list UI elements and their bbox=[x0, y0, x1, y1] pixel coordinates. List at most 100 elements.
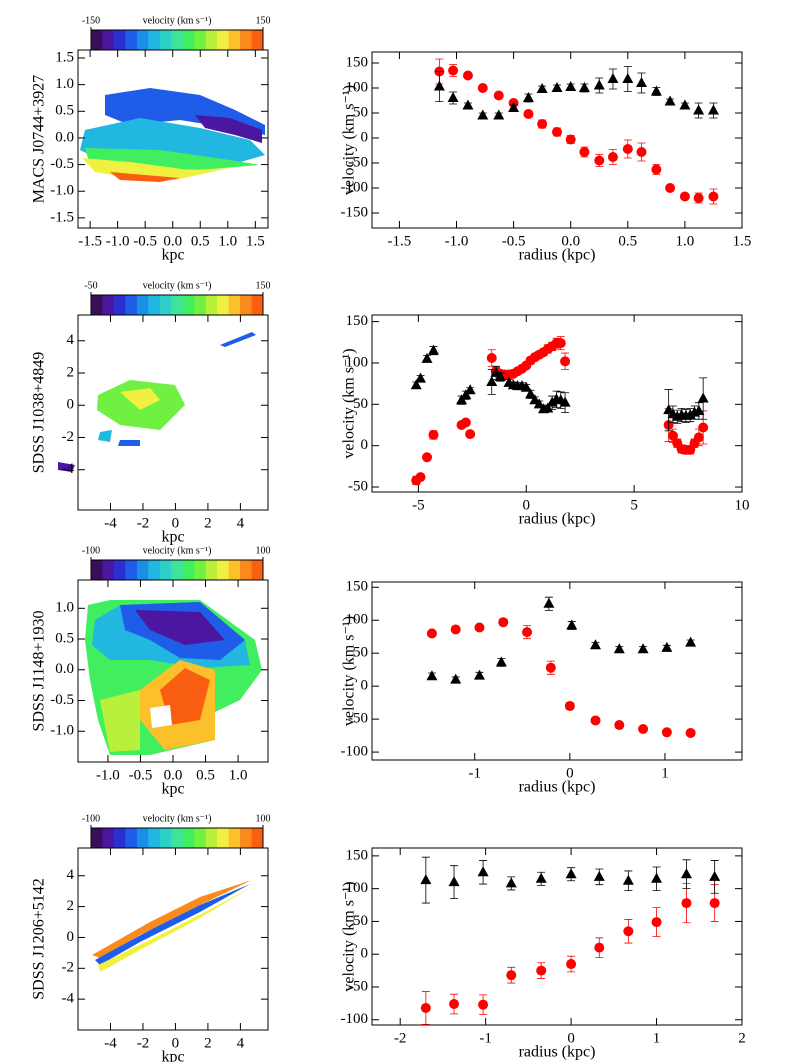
colorbar-swatch bbox=[136, 295, 149, 315]
triangle-marker bbox=[410, 379, 422, 390]
triangle-marker bbox=[462, 99, 474, 110]
velocity-region bbox=[195, 115, 262, 143]
colorbar-swatch bbox=[136, 560, 149, 580]
triangle-marker bbox=[522, 92, 534, 102]
triangle-marker bbox=[565, 81, 577, 91]
colorbar-tick-label: -100 bbox=[82, 813, 100, 824]
circle-marker bbox=[536, 965, 547, 976]
circle-marker bbox=[590, 715, 601, 726]
velocity-region bbox=[160, 668, 210, 725]
velocity-region bbox=[150, 705, 172, 728]
x-tick-label: 0.0 bbox=[164, 767, 183, 783]
colorbar-swatch bbox=[91, 560, 103, 580]
circle-marker bbox=[667, 430, 678, 441]
triangle-marker bbox=[473, 669, 485, 680]
colorbar-swatch bbox=[251, 30, 264, 50]
y-tick-label: 50 bbox=[353, 645, 368, 661]
colorbar-swatch bbox=[251, 560, 264, 580]
circle-marker bbox=[622, 144, 633, 154]
colorbar-swatch bbox=[194, 560, 207, 580]
x-tick-label: 1.5 bbox=[246, 233, 265, 249]
colorbar-swatch bbox=[228, 560, 241, 580]
circle-marker bbox=[486, 353, 497, 364]
x-tick-label: 1 bbox=[653, 1030, 661, 1046]
y-tick-label: 1.0 bbox=[55, 600, 74, 616]
colorbar-swatch bbox=[113, 560, 126, 580]
y-tick-label: -150 bbox=[341, 204, 369, 220]
triangle-marker bbox=[613, 643, 625, 654]
velocity-region bbox=[110, 172, 180, 182]
colorbar-label: velocity (km s⁻¹) bbox=[143, 813, 212, 824]
colorbar-swatch bbox=[159, 828, 172, 848]
circle-marker bbox=[679, 191, 690, 202]
x-axis-label: kpc bbox=[161, 529, 184, 546]
x-tick-label: 1.0 bbox=[218, 233, 237, 249]
x-tick-label: 4 bbox=[237, 515, 245, 531]
x-tick-label: 2 bbox=[204, 515, 212, 531]
colorbar-swatch bbox=[148, 295, 161, 315]
triangle-marker bbox=[505, 877, 517, 888]
colorbar-swatch bbox=[102, 30, 115, 50]
colorbar-swatch bbox=[228, 828, 241, 848]
colorbar-label: velocity (km s⁻¹) bbox=[143, 280, 212, 291]
circle-marker bbox=[450, 624, 461, 635]
colorbar-swatch bbox=[217, 30, 230, 50]
colorbar-swatch bbox=[102, 828, 115, 848]
triangle-marker bbox=[421, 352, 433, 363]
colorbar-swatch bbox=[136, 30, 149, 50]
triangle-marker bbox=[679, 99, 691, 110]
velocity-region bbox=[118, 440, 140, 446]
colorbar-swatch bbox=[113, 828, 126, 848]
colorbar-swatch bbox=[205, 295, 218, 315]
x-tick-label: -0.5 bbox=[502, 233, 526, 249]
circle-marker bbox=[636, 147, 647, 157]
colorbar-swatch bbox=[251, 295, 264, 315]
circle-marker bbox=[422, 452, 433, 463]
colorbar-swatch bbox=[205, 30, 218, 50]
colorbar-swatch bbox=[148, 828, 161, 848]
colorbar-swatch bbox=[171, 828, 184, 848]
plot-frame bbox=[371, 581, 743, 761]
circle-marker bbox=[651, 164, 662, 175]
y-tick-label: -50 bbox=[348, 711, 368, 727]
circle-marker bbox=[555, 338, 566, 349]
triangle-marker bbox=[680, 868, 692, 879]
triangle-marker bbox=[593, 79, 605, 90]
y-tick-label: 50 bbox=[353, 913, 368, 929]
x-tick-label: 0.5 bbox=[618, 233, 637, 249]
colorbar-swatch bbox=[171, 295, 184, 315]
colorbar-swatch bbox=[217, 828, 230, 848]
triangle-marker bbox=[685, 636, 697, 647]
triangle-marker bbox=[565, 868, 577, 879]
triangle-marker bbox=[415, 372, 427, 383]
y-tick-label: 100 bbox=[346, 354, 369, 370]
circle-marker bbox=[460, 417, 471, 428]
y-tick-label: -50 bbox=[348, 478, 368, 494]
y-tick-label: 150 bbox=[346, 313, 369, 329]
y-tick-label: 0.5 bbox=[55, 630, 74, 646]
y-tick-label: 50 bbox=[353, 396, 368, 412]
x-tick-label: -1 bbox=[479, 1030, 492, 1046]
y-tick-label: 0 bbox=[67, 929, 75, 945]
y-axis-label: SDSS J1148+1930 bbox=[31, 611, 48, 732]
x-tick-label: -1.0 bbox=[445, 233, 469, 249]
colorbar-swatch bbox=[148, 30, 161, 50]
velocity-region bbox=[95, 884, 250, 965]
colorbar-swatch bbox=[217, 560, 230, 580]
colorbar-swatch bbox=[194, 30, 207, 50]
triangle-marker bbox=[486, 375, 498, 386]
colorbar-swatch bbox=[91, 295, 103, 315]
y-tick-label: 0 bbox=[67, 397, 75, 413]
circle-marker bbox=[493, 90, 504, 101]
y-tick-label: 100 bbox=[346, 79, 369, 95]
triangle-marker bbox=[543, 597, 555, 608]
circle-marker bbox=[428, 429, 439, 440]
x-tick-label: -4 bbox=[104, 515, 117, 531]
colorbar-swatch bbox=[240, 828, 253, 848]
colorbar-tick-label: -100 bbox=[82, 545, 100, 556]
colorbar-swatch bbox=[228, 30, 241, 50]
circle-marker bbox=[638, 724, 649, 735]
triangle-marker bbox=[433, 80, 445, 91]
colorbar-tick-label: 150 bbox=[256, 15, 271, 26]
